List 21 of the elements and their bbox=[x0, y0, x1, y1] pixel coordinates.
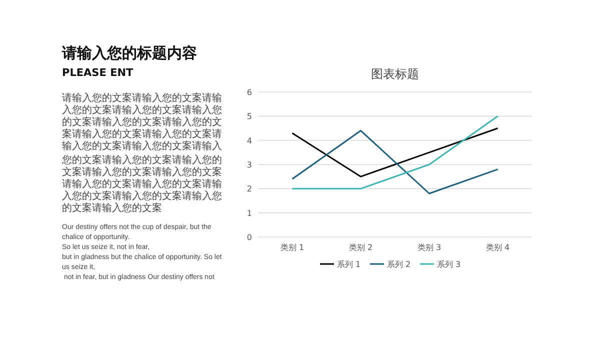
line-series bbox=[292, 130, 498, 194]
text: 请输入您的文案请输入您的文案请输入您的文案请输入您的文案请输入您的文案请输入您的文案请输入您的文案请输入您的文案请输入您的文案请输入您的文案请输入您的文案请输入 bbox=[62, 93, 223, 153]
y-tick-label: 0 bbox=[246, 233, 252, 242]
y-tick-label: 3 bbox=[246, 160, 252, 170]
legend-label: 系列 2 bbox=[387, 260, 411, 269]
y-tick-label: 6 bbox=[246, 88, 252, 97]
x-tick-label: 类别 1 bbox=[280, 243, 304, 252]
y-tick-label: 2 bbox=[246, 184, 252, 194]
x-tick-label: 类别 4 bbox=[486, 243, 510, 252]
line-series bbox=[292, 128, 498, 178]
x-tick-label: 类别 2 bbox=[348, 243, 373, 252]
legend-label: 系列 3 bbox=[437, 260, 461, 269]
text: 请输入您的标题内容 bbox=[62, 44, 198, 63]
x-tick-label: 类别 3 bbox=[417, 243, 442, 252]
chart-title: 图表标题 bbox=[371, 67, 419, 81]
legend-label: 系列 1 bbox=[337, 260, 361, 269]
y-tick-label: 5 bbox=[246, 112, 252, 122]
y-tick-label: 1 bbox=[246, 208, 252, 218]
y-tick-label: 4 bbox=[246, 136, 252, 146]
text: 您的文案请输入您的文案请输入您的文案请输入您的文案请输入您的文案请输入您的文案请输入您的文案请输入您的文案请输入您的文案请输入您的文案请输入您的文案 bbox=[62, 155, 223, 215]
text: PLEASE ENT bbox=[62, 67, 134, 79]
